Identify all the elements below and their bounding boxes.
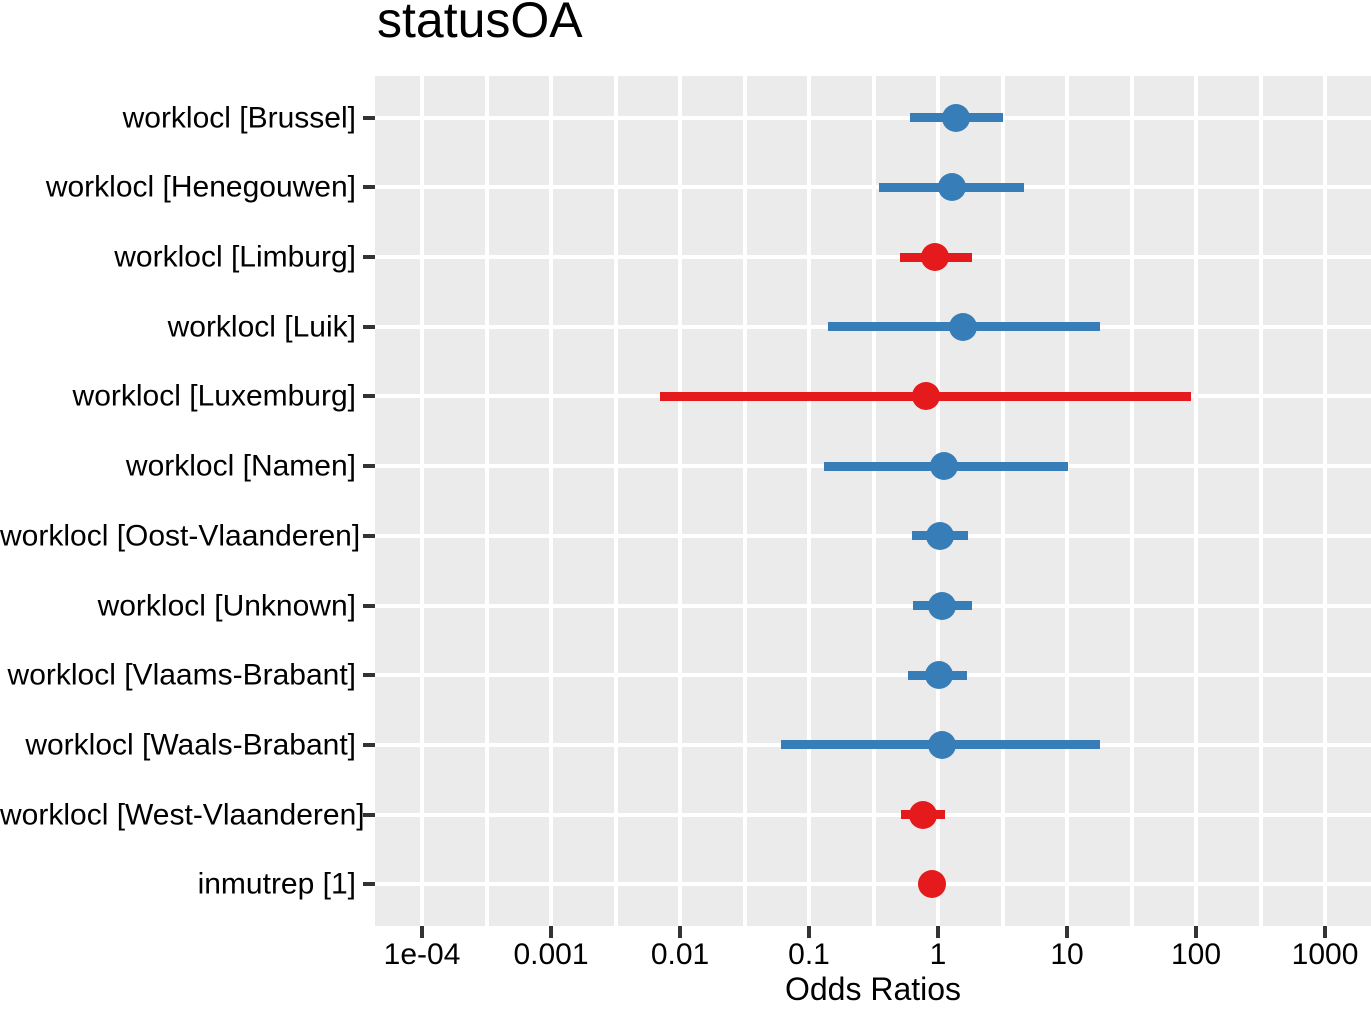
odds-ratio-point	[927, 591, 956, 620]
odds-ratio-point	[921, 243, 950, 272]
y-axis-tick	[363, 185, 375, 190]
odds-ratio-point	[942, 103, 971, 132]
x-axis-tick-label: 0.1	[788, 938, 830, 971]
x-axis-tick	[420, 926, 425, 938]
x-axis-tick-label: 100	[1170, 938, 1222, 971]
y-axis-tick	[363, 464, 375, 469]
odds-ratio-point	[948, 312, 977, 341]
y-axis-tick	[363, 673, 375, 678]
gridline-vertical-minor	[1258, 76, 1263, 926]
y-axis-label: worklocl [Limburg]	[114, 240, 356, 274]
odds-ratio-point	[937, 173, 966, 202]
gridline-vertical-minor	[484, 76, 489, 926]
gridline-vertical-major	[549, 76, 554, 926]
x-axis-title: Odds Ratios	[784, 971, 962, 1007]
x-axis-tick	[678, 926, 683, 938]
odds-ratio-point	[911, 382, 940, 411]
y-axis-label: worklocl [West-Vlaanderen]	[0, 798, 365, 832]
y-axis-label: worklocl [Namen]	[125, 449, 356, 483]
plot-panel	[375, 76, 1371, 926]
odds-ratio-point	[924, 661, 953, 690]
x-axis-tick-label: 1	[929, 938, 947, 971]
x-axis-tick-label: 10	[1050, 938, 1084, 971]
gridline-vertical-minor	[1129, 76, 1134, 926]
x-axis-tick	[1194, 926, 1199, 938]
y-axis-tick	[363, 324, 375, 329]
gridline-vertical-minor	[613, 76, 618, 926]
odds-ratio-point	[908, 800, 937, 829]
x-axis-tick-label: 1000	[1291, 938, 1359, 971]
y-axis-label: worklocl [Henegouwen]	[45, 170, 356, 204]
y-axis-label: worklocl [Brussel]	[122, 101, 356, 135]
gridline-vertical-major	[1323, 76, 1328, 926]
odds-ratio-point	[926, 521, 955, 550]
y-axis-label: worklocl [Waals-Brabant]	[25, 728, 356, 762]
y-axis-tick	[363, 882, 375, 887]
gridline-vertical-major	[1194, 76, 1199, 926]
x-axis-tick	[807, 926, 812, 938]
x-axis-tick	[936, 926, 941, 938]
gridline-vertical-minor	[871, 76, 876, 926]
odds-ratio-point	[929, 452, 958, 481]
odds-ratio-point	[918, 870, 947, 899]
gridline-vertical-major	[420, 76, 425, 926]
y-axis-tick	[363, 115, 375, 120]
x-axis-tick	[1065, 926, 1070, 938]
y-axis-tick	[363, 812, 375, 817]
gridline-vertical-major	[807, 76, 812, 926]
y-axis-tick	[363, 742, 375, 747]
y-axis-label: worklocl [Unknown]	[97, 589, 356, 622]
gridline-vertical-minor	[742, 76, 747, 926]
x-axis-tick	[549, 926, 554, 938]
gridline-vertical-major	[678, 76, 683, 926]
gridline-vertical-minor	[1000, 76, 1005, 926]
y-axis-tick	[363, 603, 375, 608]
y-axis-label: worklocl [Luxemburg]	[72, 379, 356, 413]
y-axis-label: worklocl [Luik]	[167, 310, 356, 344]
x-axis-tick-label: 0.001	[513, 938, 589, 971]
y-axis-tick	[363, 394, 375, 399]
x-axis-tick-label: 1e-04	[383, 938, 461, 971]
y-axis-tick	[363, 255, 375, 260]
gridline-vertical-major	[936, 76, 941, 926]
y-axis-label: worklocl [Vlaams-Brabant]	[7, 658, 356, 692]
y-axis-label: inmutrep [1]	[197, 867, 356, 901]
y-axis-tick	[363, 533, 375, 538]
x-axis-tick	[1323, 926, 1328, 938]
odds-ratio-point	[927, 730, 956, 759]
gridline-vertical-major	[1065, 76, 1070, 926]
y-axis-label: worklocl [Oost-Vlaanderen]	[0, 519, 361, 553]
plot-title: statusOA	[377, 0, 583, 48]
x-axis-tick-label: 0.01	[650, 938, 710, 971]
